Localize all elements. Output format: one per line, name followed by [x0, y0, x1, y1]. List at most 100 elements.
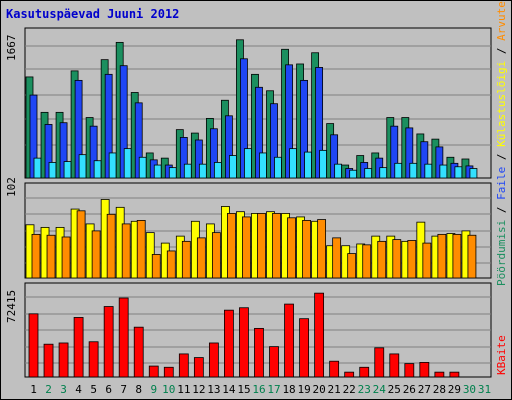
bar-p1-s1-day-17 [272, 213, 281, 279]
x-tick-label-31: 31 [478, 383, 491, 396]
bar-p2-s0-day-20 [314, 292, 325, 378]
bar-p0-s1-day-13 [209, 128, 218, 179]
x-tick-label-8: 8 [135, 383, 142, 396]
bar-p0-s2-day-30 [469, 168, 478, 179]
bar-p2-s0-day-12 [193, 357, 204, 378]
bar-p1-s1-day-2 [46, 234, 56, 279]
bar-p0-s1-day-4 [74, 79, 83, 179]
bar-p0-s2-day-9 [153, 164, 162, 179]
bar-p1-s1-day-14 [227, 213, 236, 279]
bar-p2-s0-day-29 [449, 371, 460, 378]
bar-p0-s1-day-3 [59, 122, 68, 179]
bar-p1-s1-day-8 [136, 220, 146, 279]
x-tick-label-19: 19 [297, 383, 310, 396]
bar-p0-s1-day-17 [270, 103, 278, 179]
bar-p0-s1-day-8 [134, 102, 143, 179]
bar-p2-s0-day-24 [374, 347, 385, 378]
bar-p1-s1-day-6 [106, 213, 116, 279]
x-tick-label-22: 22 [343, 383, 356, 396]
bar-p0-s2-day-10 [168, 167, 177, 179]
bar-p1-s1-day-3 [61, 236, 71, 279]
x-tick-label-12: 12 [192, 383, 205, 396]
bar-p1-s1-day-18 [287, 217, 296, 279]
bar-p2-s0-day-7 [118, 297, 129, 378]
bar-p0-s2-day-4 [78, 154, 87, 179]
bar-p0-s1-day-12 [194, 139, 203, 179]
bar-p2-s0-day-13 [208, 342, 219, 378]
bar-p0-s2-day-20 [319, 149, 328, 179]
bar-p2-s0-day-18 [284, 303, 294, 378]
x-tick-label-4: 4 [75, 383, 82, 396]
bar-p0-s1-day-26 [405, 127, 414, 179]
bar-p2-s0-day-22 [344, 371, 355, 378]
x-tick-label-23: 23 [358, 383, 371, 396]
bar-p2-s0-day-4 [73, 317, 84, 378]
bar-p0-s2-day-6 [108, 152, 117, 179]
bar-p1-s1-day-23 [362, 244, 372, 279]
bar-p1-s1-day-28 [437, 233, 447, 279]
bar-p0-s2-day-14 [229, 155, 237, 179]
x-tick-label-28: 28 [433, 383, 446, 396]
bar-p2-s0-day-28 [434, 371, 445, 378]
bar-p1-s1-day-7 [121, 223, 131, 279]
bar-p0-s1-day-2 [44, 124, 53, 179]
bar-p1-s1-day-19 [302, 220, 311, 279]
bar-p0-s1-day-7 [119, 65, 128, 179]
bar-p0-s2-day-12 [198, 163, 207, 179]
bar-p0-s2-day-26 [409, 162, 418, 179]
bar-p2-s0-day-21 [329, 360, 340, 378]
bar-p2-s0-day-6 [103, 306, 114, 378]
bar-p2-s0-day-8 [133, 326, 144, 378]
bar-p1-s1-day-20 [317, 219, 327, 279]
x-tick-label-17: 17 [267, 383, 280, 396]
bar-p0-s2-day-8 [138, 156, 147, 179]
x-tick-label-25: 25 [388, 383, 401, 396]
bar-p2-s0-day-16 [254, 327, 264, 378]
bar-p0-s2-day-5 [93, 160, 102, 179]
x-tick-label-29: 29 [448, 383, 461, 396]
bar-p0-s1-day-6 [104, 73, 113, 179]
bar-p1-s1-day-21 [332, 237, 342, 279]
bar-p0-s2-day-23 [364, 168, 373, 179]
x-tick-label-16: 16 [252, 383, 265, 396]
bar-p0-s2-day-29 [454, 166, 463, 179]
bar-p1-s1-day-22 [347, 253, 357, 279]
bar-p0-s1-day-15 [240, 58, 248, 179]
bar-p1-s1-day-12 [196, 237, 206, 279]
x-tick-label-26: 26 [403, 383, 416, 396]
x-tick-label-11: 11 [177, 383, 190, 396]
bar-p0-s1-day-1 [29, 94, 38, 179]
bar-p2-s0-day-23 [359, 366, 370, 378]
x-tick-label-2: 2 [45, 383, 52, 396]
bar-p2-s0-day-14 [224, 309, 234, 378]
bar-p0-s2-day-22 [349, 169, 358, 179]
bar-p2-s0-day-11 [178, 353, 189, 378]
bar-p1-s1-day-9 [151, 254, 161, 279]
x-tick-label-13: 13 [207, 383, 220, 396]
x-tick-label-15: 15 [237, 383, 250, 396]
bar-p0-s2-day-2 [48, 162, 57, 179]
bar-p2-s0-day-10 [163, 366, 174, 378]
bar-p1-s1-day-11 [181, 240, 191, 279]
bar-p2-s0-day-9 [148, 365, 159, 378]
bar-p1-s1-day-30 [467, 234, 477, 279]
x-tick-label-5: 5 [90, 383, 97, 396]
x-tick-label-10: 10 [162, 383, 175, 396]
bar-p2-s0-day-1 [28, 313, 39, 378]
bar-p1-s1-day-10 [166, 250, 176, 279]
bar-p0-s1-day-14 [225, 115, 233, 179]
x-tick-label-14: 14 [222, 383, 236, 396]
bar-p0-s1-day-18 [285, 64, 293, 179]
bar-p0-s1-day-21 [330, 134, 339, 179]
bar-p0-s1-day-11 [179, 137, 188, 179]
bar-p2-s0-day-27 [419, 362, 430, 378]
bar-p1-s1-day-15 [242, 216, 251, 279]
x-tick-label-6: 6 [105, 383, 112, 396]
x-tick-label-18: 18 [282, 383, 295, 396]
bar-p0-s2-day-17 [274, 156, 282, 179]
bar-p2-s0-day-3 [58, 342, 69, 378]
bar-p2-s0-day-5 [88, 341, 99, 378]
bar-p2-s0-day-26 [404, 363, 415, 378]
chart-title: Kasutuspäevad Juuni 2012 [6, 7, 180, 21]
